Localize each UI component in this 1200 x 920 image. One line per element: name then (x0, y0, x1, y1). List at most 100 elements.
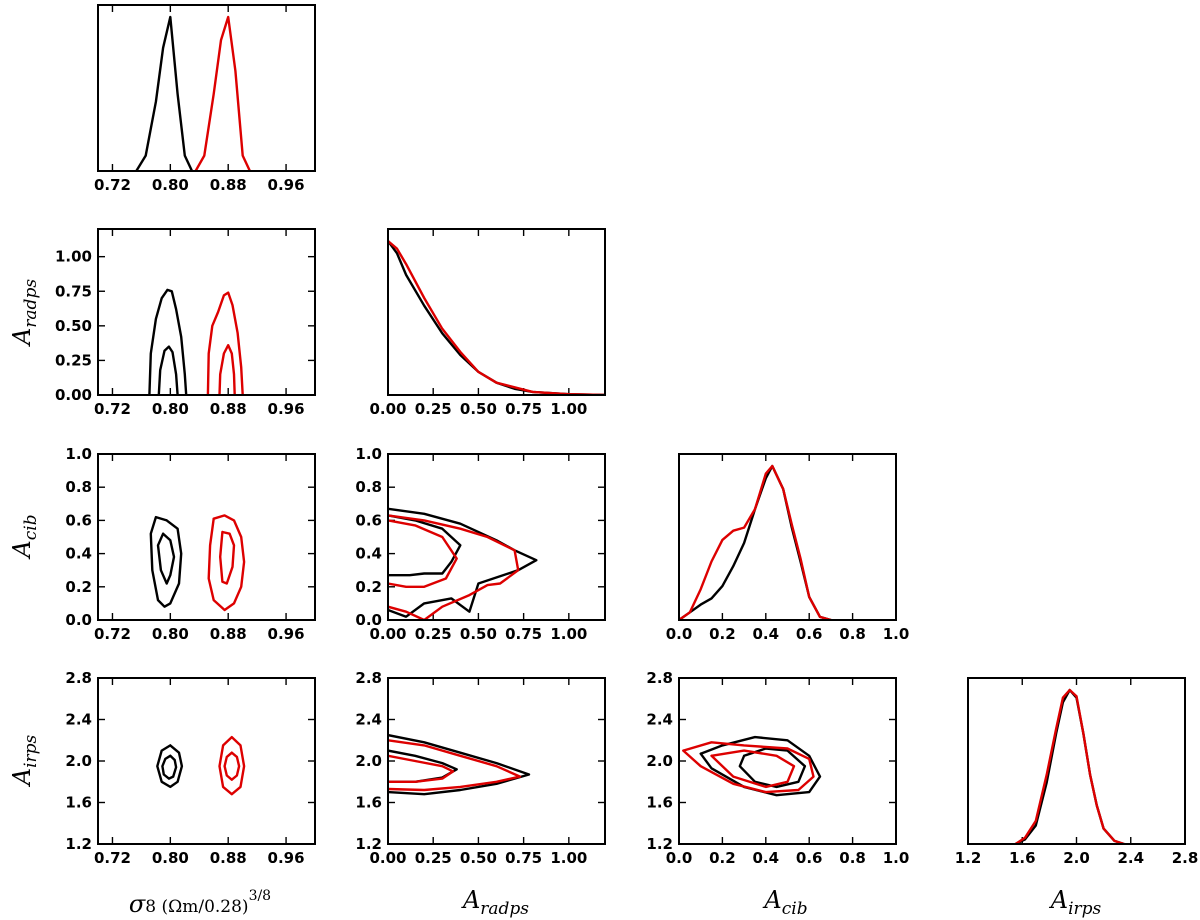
panel-A_cib-vs-A_irps: 0.0 0.2 0.4 0.6 0.8 1.0 1.2 1.6 2.0 2.4 2.8 (646, 669, 909, 867)
x-tick-label: 0.80 (152, 625, 189, 643)
x-tick-label: 0.72 (94, 849, 131, 867)
y-tick-label: 0.2 (355, 578, 382, 596)
axis-labels-layer: σ8 (Ωm/0.28)3/8 Aradps Acib Airps Aradps… (8, 279, 1102, 919)
x-tick-label: 0.88 (210, 176, 247, 194)
panel-frame (387, 228, 606, 396)
y-tick-label: 0.6 (65, 511, 92, 529)
x-tick-label: 0.72 (94, 176, 131, 194)
y-tick-label: 1.6 (646, 794, 673, 812)
y-tick-label: 0.4 (355, 545, 382, 563)
x-tick-label: 0.80 (152, 176, 189, 194)
y-tick-label: 1.0 (355, 445, 382, 463)
contour-curves (682, 735, 822, 797)
contour-black (156, 744, 184, 789)
x-tick-label: 0.0 (666, 625, 693, 643)
panel-frame (97, 453, 316, 621)
x-tick-label: 0.00 (369, 849, 406, 867)
y-tick-label: 0.2 (65, 578, 92, 596)
contour-black (157, 345, 179, 395)
x-tick-label: 1.2 (955, 849, 982, 867)
contour-red (219, 530, 236, 585)
x-tick-label: 1.00 (550, 400, 587, 418)
y-tick-label: 0.6 (355, 511, 382, 529)
contour-curves (148, 288, 244, 395)
x-tick-label: 0.88 (210, 625, 247, 643)
y-tick-label: 1.2 (646, 835, 673, 853)
contour-red (218, 344, 236, 395)
panel-frame (97, 4, 316, 172)
panel-frame (387, 453, 606, 621)
contour-curves (156, 735, 246, 796)
y-tick-label: 0.50 (55, 317, 92, 335)
x-tick-label: 0.4 (753, 849, 780, 867)
posterior-1d-red (1014, 688, 1126, 844)
x-tick-label: 0.50 (460, 625, 497, 643)
x-tick-label: 0.80 (152, 849, 189, 867)
contour-black (148, 288, 188, 395)
x-tick-label: 0.72 (94, 625, 131, 643)
panel-A_irps-diag: 1.2 1.6 2.0 2.4 2.8 (955, 677, 1199, 867)
contour-black (156, 532, 176, 585)
x-tick-label: 1.00 (550, 849, 587, 867)
posterior-1d-red (679, 464, 833, 620)
contour-black (149, 515, 183, 608)
y-tick-label: 2.4 (355, 711, 382, 729)
y-tick-label: 1.6 (355, 794, 382, 812)
contour-black (388, 514, 462, 577)
x-tick-label: 0.2 (709, 625, 736, 643)
contour-red (206, 291, 244, 395)
contour-red (682, 741, 815, 794)
x-tick-label: 0.96 (268, 400, 305, 418)
panel-frame (967, 677, 1186, 845)
x-tick-label: 0.75 (505, 400, 542, 418)
ylabel-a-cib: Acib (8, 514, 41, 559)
x-tick-label: 0.88 (210, 400, 247, 418)
panel-sigma8-diag: 0.72 0.80 0.88 0.96 (94, 4, 316, 194)
contour-red (710, 749, 796, 789)
y-tick-label: 1.6 (65, 794, 92, 812)
posterior-1d-black (388, 239, 605, 395)
y-tick-label: 1.2 (355, 835, 382, 853)
contour-curves (149, 514, 246, 612)
x-tick-label: 0.00 (369, 400, 406, 418)
y-tick-label: 0.8 (65, 478, 92, 496)
panel-frame (387, 677, 606, 845)
contour-red (223, 751, 241, 781)
ylabel-a-irps: Airps (8, 734, 41, 787)
panels-layer: 0.72 0.80 0.88 0.960.00 0.25 0.50 0.75 1.000.0 0… (55, 4, 1199, 867)
x-tick-label: 1.0 (883, 849, 910, 867)
x-tick-label: 2.4 (1117, 849, 1144, 867)
xlabel-a-radps: Aradps (461, 886, 529, 919)
posterior-1d-black (1014, 688, 1126, 844)
y-tick-label: 0.8 (355, 478, 382, 496)
diag-curves (679, 464, 833, 620)
x-tick-label: 0.96 (268, 176, 305, 194)
diag-curves (135, 15, 252, 171)
contour-red (388, 514, 520, 620)
y-tick-label: 2.0 (355, 752, 382, 770)
panel-sigma8-vs-A_radps: 0.72 0.80 0.88 0.96 0.00 0.25 0.50 0.75 1.00 (55, 228, 316, 418)
x-tick-label: 1.0 (883, 625, 910, 643)
y-tick-label: 0.4 (65, 545, 92, 563)
contour-black (161, 754, 178, 780)
y-tick-label: 2.0 (65, 752, 92, 770)
contour-black (738, 747, 807, 789)
x-tick-label: 0.25 (415, 625, 452, 643)
x-tick-label: 0.6 (796, 849, 823, 867)
x-tick-label: 0.88 (210, 849, 247, 867)
xlabel-a-cib: Acib (762, 886, 807, 919)
x-tick-label: 0.2 (709, 849, 736, 867)
panel-A_radps-diag: 0.00 0.25 0.50 0.75 1.00 (369, 228, 606, 418)
contour-red (218, 735, 246, 796)
x-tick-label: 2.0 (1063, 849, 1090, 867)
diag-curves (388, 239, 605, 395)
ylabel-a-radps: Aradps (8, 279, 41, 347)
contour-curves (388, 507, 538, 620)
panel-A_cib-diag: 0.0 0.2 0.4 0.6 0.8 1.0 (666, 453, 910, 643)
x-tick-label: 2.8 (1172, 849, 1199, 867)
contour-red (388, 739, 522, 792)
y-tick-label: 2.0 (646, 752, 673, 770)
panel-frame (678, 677, 897, 845)
xlabel-a-irps: Airps (1049, 886, 1102, 919)
